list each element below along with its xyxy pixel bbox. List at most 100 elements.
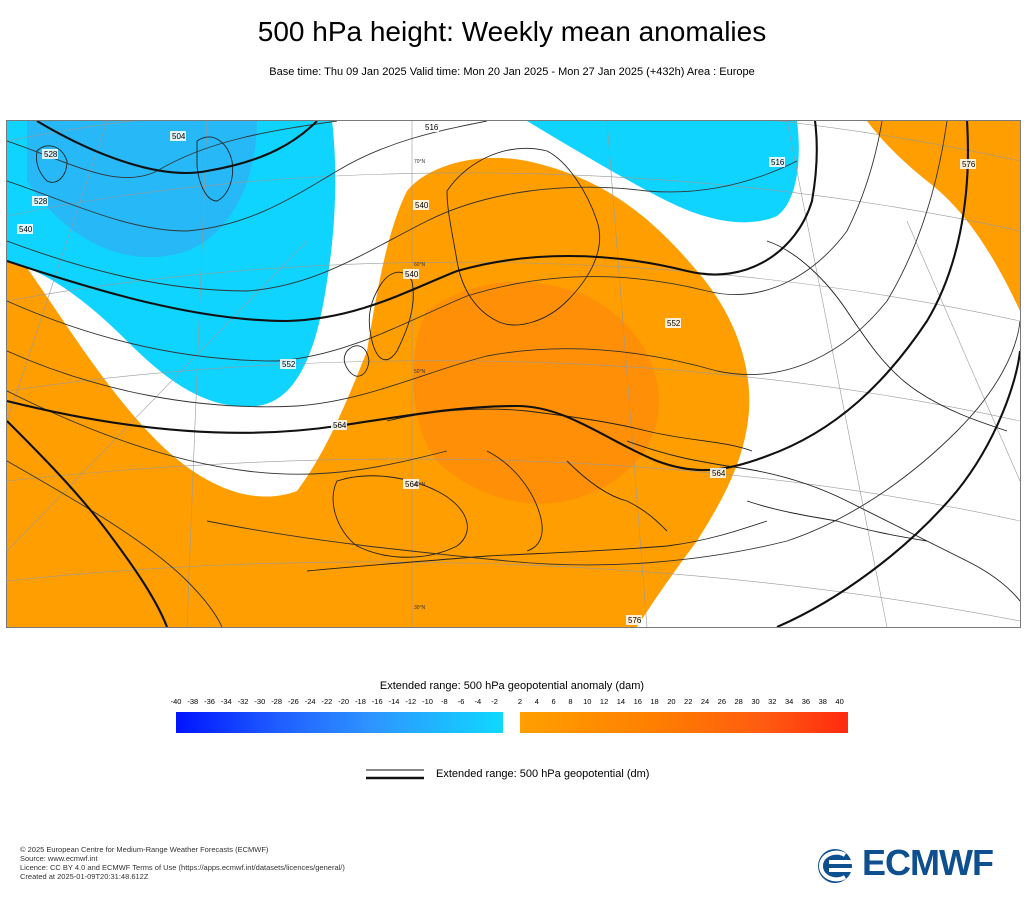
svg-text:516: 516 (425, 123, 439, 132)
colorbar-tick-label: -18 (355, 697, 366, 706)
latitude-label: 30°N (414, 605, 426, 611)
ecmwf-logo-text: ECMWF (862, 842, 994, 883)
footer-licence: Licence: CC BY 4.0 and ECMWF Terms of Us… (20, 863, 345, 872)
colorbar-tick-label: -6 (457, 697, 465, 706)
ecmwf-logo-icon (818, 849, 855, 883)
svg-text:540: 540 (19, 225, 33, 234)
contour-label: 552 (280, 359, 296, 369)
colorbar-tick-label: -4 (474, 697, 482, 706)
latitude-label-group: 70°N 60°N 50°N 40°N 30°N (414, 159, 426, 611)
colorbar-tick-label: -20 (338, 697, 350, 706)
latitude-label: 50°N (414, 369, 426, 375)
colorbar-tick-label: 32 (768, 697, 777, 706)
colorbar-tick-label: -30 (254, 697, 266, 706)
colorbar-positive (520, 712, 848, 733)
geopotential-legend-label: Extended range: 500 hPa geopotential (dm… (436, 768, 650, 780)
colorbar-tick-label: 28 (734, 697, 743, 706)
svg-text:576: 576 (962, 160, 976, 169)
contour-label: 540 (403, 269, 419, 279)
colorbar-tick-label: -32 (237, 697, 249, 706)
svg-text:576: 576 (628, 616, 642, 625)
svg-text:516: 516 (771, 158, 785, 167)
geopotential-legend-line (366, 769, 424, 780)
footer-source: Source: www.ecmwf.int (20, 854, 98, 863)
colorbar-tick-label: -16 (371, 697, 383, 706)
colorbar-tick-label: 34 (784, 697, 794, 706)
svg-text:528: 528 (44, 150, 58, 159)
colorbar-negative (176, 712, 503, 733)
contour-label: 564 (331, 420, 347, 430)
colorbar-title: Extended range: 500 hPa geopotential ano… (379, 680, 645, 692)
positive-anomaly-northeast (867, 121, 1020, 311)
footer-credits: © 2025 European Centre for Medium-Range … (20, 845, 345, 881)
colorbar-tick-label: -40 (170, 697, 182, 706)
svg-text:540: 540 (415, 201, 429, 210)
footer-copyright: © 2025 European Centre for Medium-Range … (20, 845, 269, 854)
colorbar-tick-label: 10 (583, 697, 592, 706)
geopotential-contours-thick (7, 121, 1020, 627)
colorbar-tick-label: 22 (684, 697, 693, 706)
colorbar-ticks: -40 -38 -36 -34 -32 -30 -28 -26 -24 -22 -20 -18 -16-… (0, 697, 1024, 709)
contour-label: 516 (423, 122, 439, 132)
svg-text:504: 504 (172, 132, 186, 141)
colorbar-tick-label: 38 (818, 697, 827, 706)
contour-label: 576 (626, 615, 642, 625)
colorbar-tick-label: -36 (204, 697, 215, 706)
contour-label: 576 (960, 159, 976, 169)
contour-label: 540 (413, 200, 429, 210)
negative-anomaly-atlantic-core (27, 121, 257, 258)
svg-text:552: 552 (282, 360, 296, 369)
footer-created: Created at 2025-01-09T20:31:48.612Z (20, 872, 149, 881)
colorbar-tick-label: -2 (491, 697, 498, 706)
contour-label: 528 (32, 196, 48, 206)
colorbar-tick-label: -38 (187, 697, 199, 706)
contour-label: 516 (769, 157, 785, 167)
colorbar-tick-label: 18 (650, 697, 659, 706)
contour-label: 504 (170, 131, 186, 141)
latitude-label: 40°N (414, 482, 426, 488)
colorbar-tick-label: -10 (422, 697, 433, 706)
colorbar-tick-label: 26 (717, 697, 727, 706)
colorbar-tick-label: -28 (271, 697, 283, 706)
svg-text:564: 564 (405, 480, 419, 489)
colorbar-tick-label: -22 (321, 697, 333, 706)
colorbar-tick-label: 30 (751, 697, 760, 706)
colorbar-tick-label: 4 (534, 697, 539, 706)
svg-text:540: 540 (405, 270, 419, 279)
latitude-label: 70°N (414, 159, 426, 165)
anomaly-map[interactable]: 504 528 540 552 564 576 (6, 120, 1021, 628)
colorbar-tick-label: 8 (568, 697, 573, 706)
colorbar-tick-label: 24 (700, 697, 710, 706)
colorbar-tick-label: 16 (633, 697, 642, 706)
latitude-label: 60°N (414, 262, 426, 268)
page-subtitle: Base time: Thu 09 Jan 2025 Valid time: M… (269, 66, 755, 78)
contour-label: 540 (17, 224, 33, 234)
contour-label: 552 (665, 318, 681, 328)
colorbar-tick-label: -8 (440, 697, 448, 706)
colorbar-tick-label: 20 (667, 697, 676, 706)
svg-text:564: 564 (712, 469, 726, 478)
colorbar-tick-label: 12 (599, 697, 609, 706)
contour-label: 564 (710, 468, 726, 478)
colorbar-tick-label: -12 (405, 697, 417, 706)
svg-text:564: 564 (333, 421, 347, 430)
positive-anomaly-europe (7, 157, 750, 627)
colorbar-tick-label: 6 (551, 697, 556, 706)
colorbar-tick-label: -24 (304, 697, 316, 706)
anomaly-shading (7, 121, 1020, 627)
page-title: 500 hPa height: Weekly mean anomalies (257, 16, 767, 47)
positive-anomaly-core (413, 281, 659, 504)
graticule (7, 121, 1020, 627)
colorbar-tick-label: -26 (287, 697, 299, 706)
negative-anomaly-arctic (527, 121, 799, 223)
colorbar-tick-label: 2 (517, 697, 523, 706)
colorbar-tick-label: -34 (220, 697, 232, 706)
colorbar-tick-label: -14 (388, 697, 400, 706)
contour-label: 528 (42, 149, 58, 159)
colorbar-tick-label: 40 (835, 697, 844, 706)
svg-text:552: 552 (667, 319, 681, 328)
svg-text:528: 528 (34, 197, 48, 206)
colorbar-tick-label: 36 (801, 697, 811, 706)
contour-label-group: 504 528 540 552 564 576 (17, 122, 976, 625)
contour-label: 564 (403, 479, 419, 489)
